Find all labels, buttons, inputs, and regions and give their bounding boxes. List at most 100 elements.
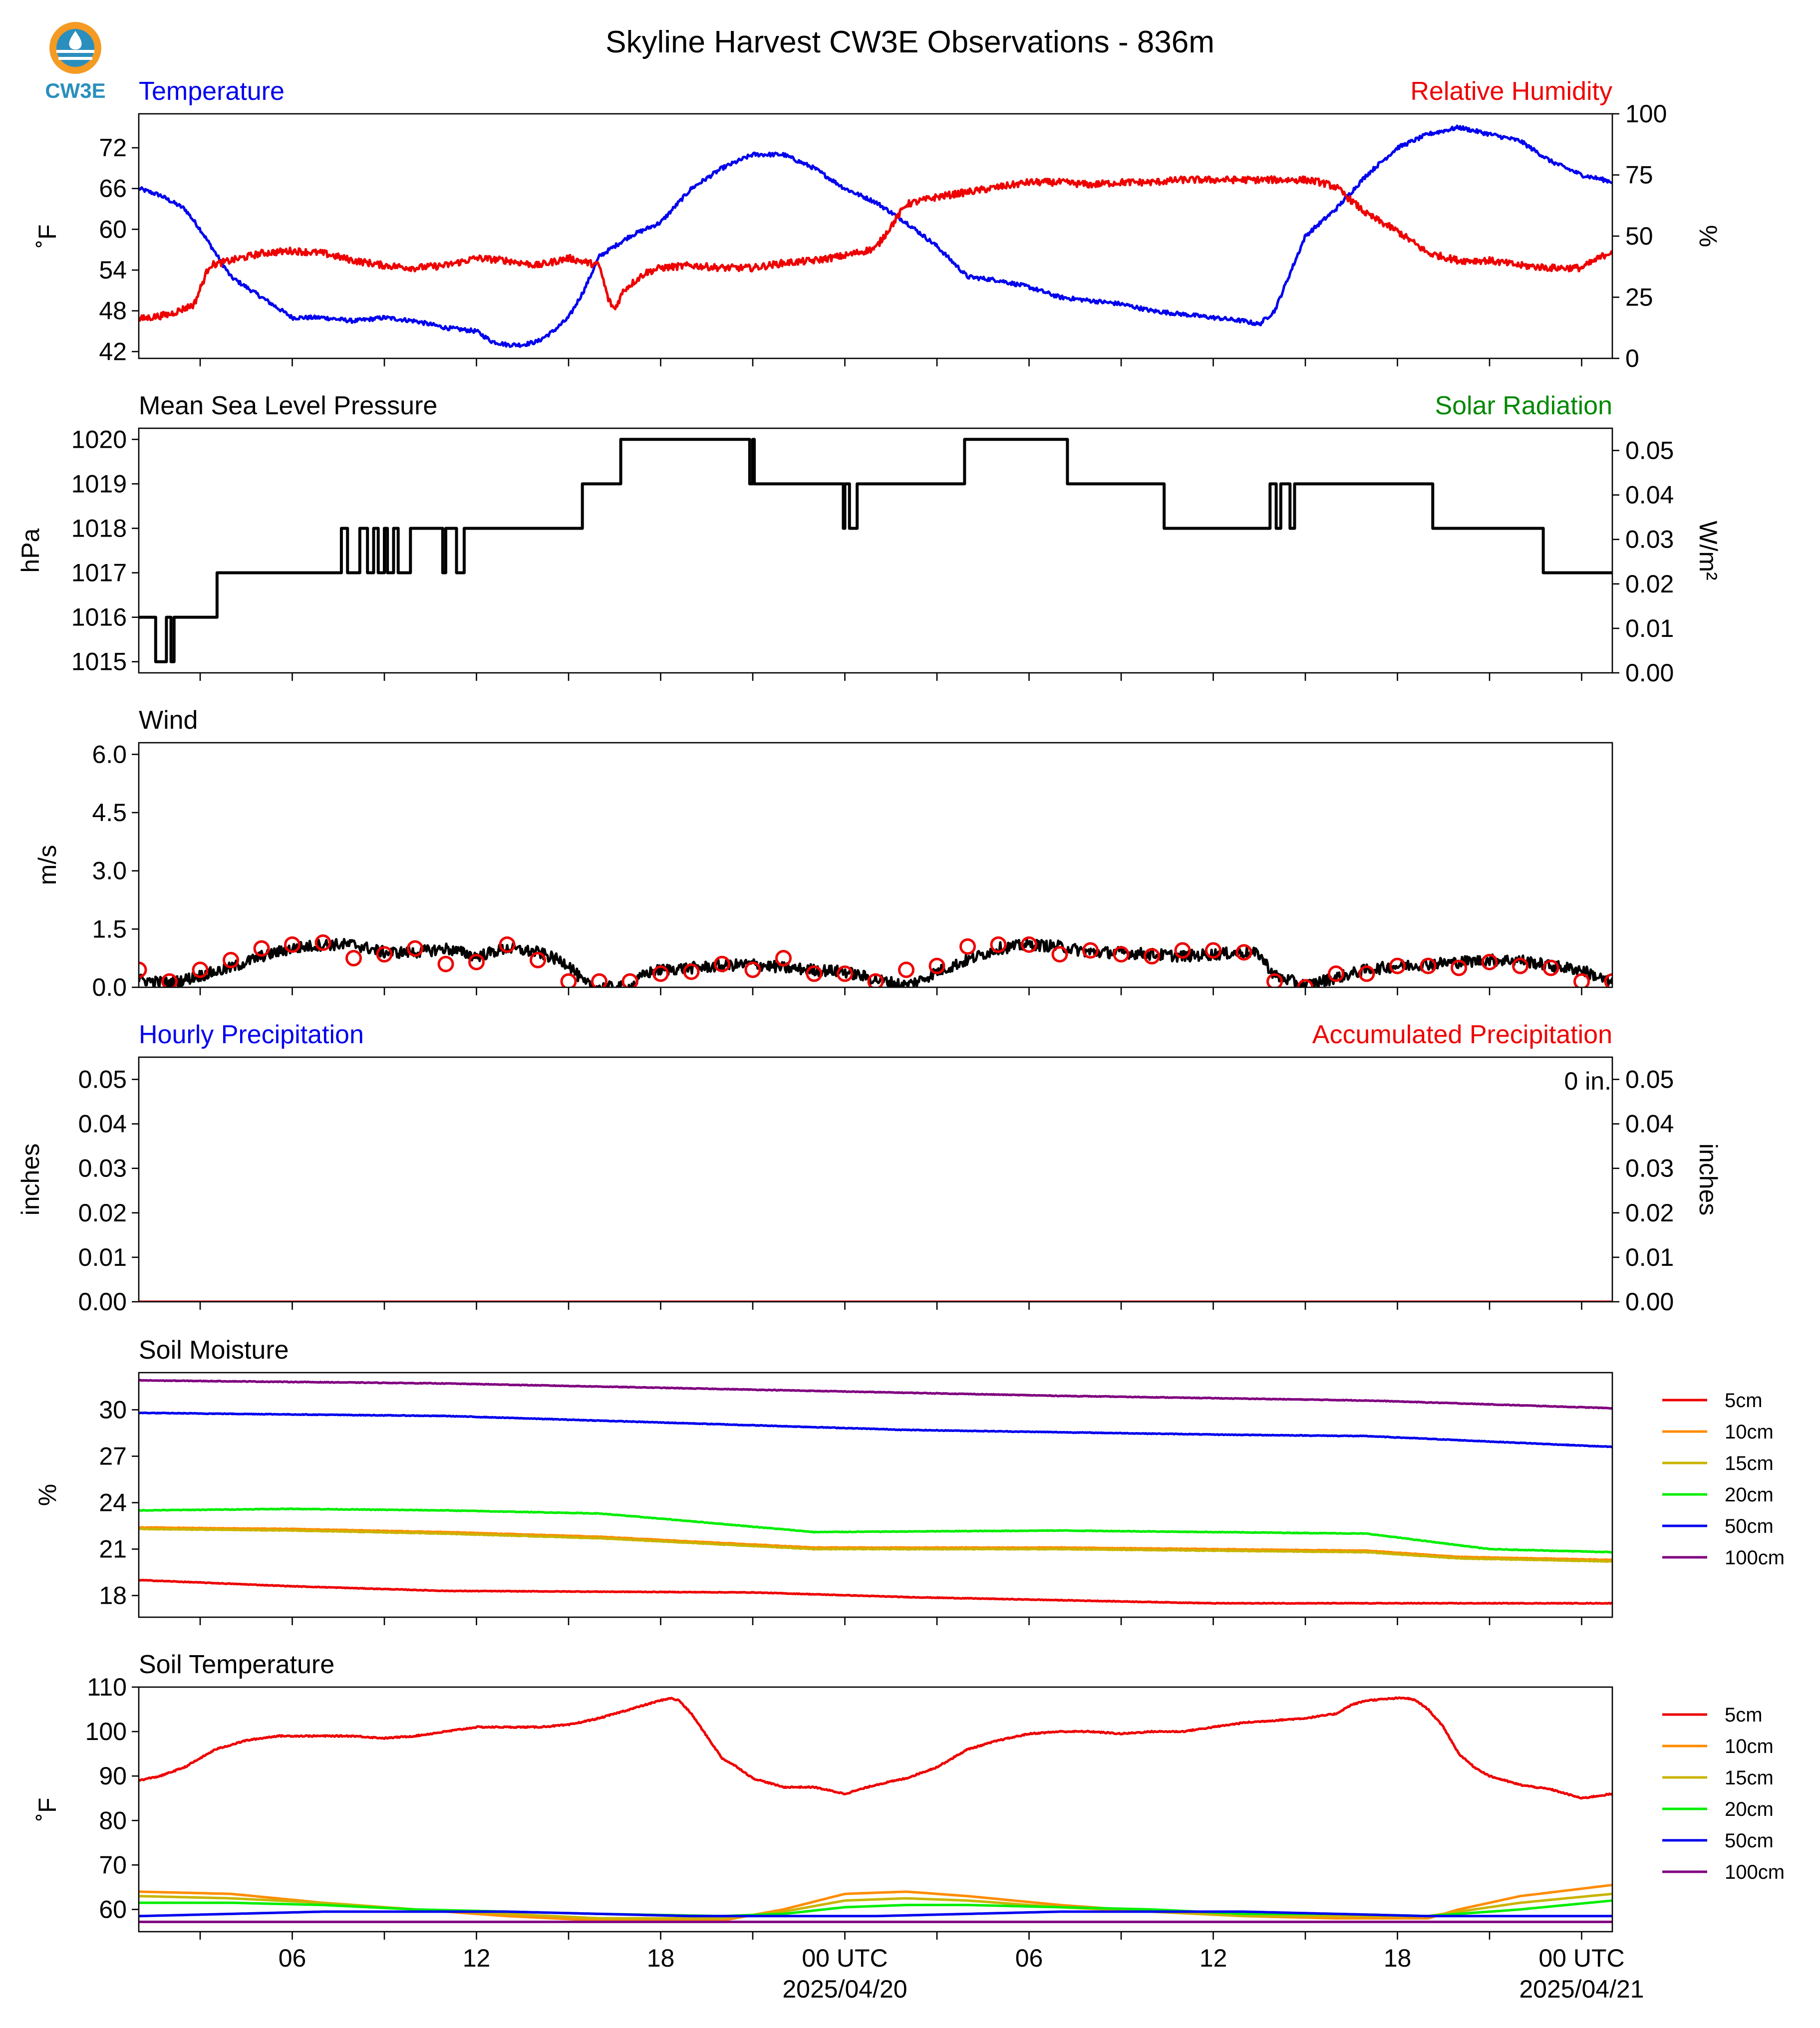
temp_rh-series-0 (139, 124, 1612, 348)
wind-marker (1113, 946, 1130, 963)
precip-ylabel-left: inches (16, 1144, 44, 1216)
panels: Temperature Relative Humidity 42 48 54 60 66 72… (16, 77, 1785, 2003)
legend-label: 50cm (1725, 1515, 1774, 1537)
wind-marker (652, 965, 669, 982)
y-tick-label: 70 (99, 1851, 127, 1879)
y-tick-label: 18 (99, 1582, 127, 1610)
soil_temp-series-50cm (139, 1910, 1612, 1918)
y-tick-label: 48 (99, 297, 127, 325)
x-tick-label: 18 (647, 1944, 675, 1972)
legend-label: 10cm (1725, 1736, 1774, 1757)
y-tick-label: 66 (99, 175, 127, 203)
y-tick-label-right: 0.04 (1625, 481, 1674, 509)
wind-marker (407, 940, 423, 957)
y-tick-label: 4.5 (92, 799, 127, 827)
wind-marker (1021, 936, 1037, 953)
x-date-label: 2025/04/21 (1519, 1975, 1644, 2003)
time-axis: 06 12 18 00 UTC 2025/04/20 06 12 18 00 UTC 2025/0… (279, 1944, 1644, 2003)
soil_moisture-series-20cm (139, 1507, 1612, 1554)
wind-frame (138, 742, 1613, 988)
wind-marker (714, 955, 730, 972)
y-tick-label: 1016 (71, 603, 127, 631)
y-tick-label-right: 75 (1625, 161, 1653, 189)
temp_rh-frame (138, 113, 1613, 359)
cw3e-logo: CW3E (45, 22, 106, 102)
y-tick-label: 110 (87, 1673, 127, 1701)
wind-marker (253, 940, 270, 957)
soil_moisture-ylabel-left: % (33, 1484, 61, 1506)
pressure-plot-area (139, 438, 1612, 663)
wind-panel: Wind 0.0 1.5 3.0 4.5 6.0 m/s (33, 706, 1613, 1001)
y-tick-label: 42 (99, 337, 127, 365)
soil_moisture-frame (138, 1372, 1613, 1618)
y-tick-label-right: 50 (1625, 222, 1653, 250)
wind-marker (959, 938, 976, 955)
wind-left-title: Wind (139, 706, 198, 735)
y-tick-label: 1015 (71, 648, 127, 676)
legend-label: 100cm (1725, 1861, 1785, 1883)
wind-marker (139, 961, 147, 978)
wind-marker (1481, 953, 1498, 970)
wind-marker (560, 973, 577, 987)
wind-marker (806, 965, 823, 982)
wind-marker (1297, 979, 1314, 987)
legend-label: 100cm (1725, 1547, 1785, 1569)
wind-marker (437, 955, 454, 972)
soil_temp-series-20cm (139, 1899, 1612, 1918)
y-tick-label-right: 0.03 (1625, 1155, 1674, 1182)
soil_temp-series-5cm (139, 1696, 1612, 1800)
wind-marker (591, 973, 607, 987)
x-tick-label: 12 (1200, 1944, 1227, 1972)
y-tick-label-right: 0 (1625, 344, 1639, 372)
soil_temp-plot-area (139, 1696, 1612, 1923)
temp_rh-plot-area (139, 124, 1612, 348)
legend-label: 15cm (1725, 1767, 1774, 1789)
y-tick-label-right: 0.04 (1625, 1110, 1674, 1138)
wind-marker (1144, 948, 1160, 965)
precip-ylabel-right: inches (1694, 1144, 1722, 1216)
y-tick-label-right: 0.05 (1625, 437, 1674, 465)
temp_rh-series-1 (139, 175, 1612, 322)
wind-marker (345, 950, 362, 967)
wind-marker (376, 946, 393, 963)
logo-wave-icon (58, 57, 92, 60)
pressure-left-title: Mean Sea Level Pressure (139, 391, 437, 420)
legend-label: 5cm (1725, 1704, 1763, 1726)
wind-marker (1205, 942, 1221, 959)
wind-marker (1082, 942, 1099, 959)
wind-marker (775, 950, 792, 967)
pressure-panel: Mean Sea Level Pressure Solar Radiation 10… (16, 391, 1722, 687)
soil_temp-left-title: Soil Temperature (139, 1650, 334, 1679)
wind-marker (192, 961, 209, 978)
y-tick-label-right: 0.01 (1625, 1243, 1674, 1271)
x-tick-label: 00 UTC (1538, 1944, 1624, 1972)
legend-label: 15cm (1725, 1452, 1774, 1474)
wind-marker (530, 952, 546, 969)
y-tick-label-right: 0.00 (1625, 1288, 1674, 1316)
y-tick-label: 54 (99, 256, 127, 284)
y-tick-label: 27 (99, 1442, 127, 1470)
logo-drop-icon (69, 31, 82, 50)
x-tick-label: 12 (463, 1944, 491, 1972)
wind-ylabel-left: m/s (33, 845, 61, 885)
y-tick-label-right: 25 (1625, 284, 1653, 311)
wind-marker (1235, 944, 1252, 961)
wind-marker (468, 953, 485, 970)
y-tick-label: 1018 (71, 514, 127, 542)
figure-title: Skyline Harvest CW3E Observations - 836m (606, 25, 1214, 59)
wind-marker (1604, 973, 1612, 987)
y-tick-label: 6.0 (92, 740, 127, 768)
y-tick-label: 100 (85, 1718, 127, 1745)
wind-marker (1389, 957, 1406, 974)
legend-label: 20cm (1725, 1798, 1774, 1820)
wind-marker (898, 961, 914, 978)
y-tick-label-right: 0.05 (1625, 1066, 1674, 1094)
y-tick-label: 0.0 (92, 973, 127, 1001)
precip-frame (138, 1056, 1613, 1303)
wind-marker (1328, 965, 1344, 982)
legend-label: 50cm (1725, 1830, 1774, 1852)
legend-label: 20cm (1725, 1484, 1774, 1506)
wind-marker (223, 952, 239, 969)
pressure-series-0 (139, 438, 1612, 663)
